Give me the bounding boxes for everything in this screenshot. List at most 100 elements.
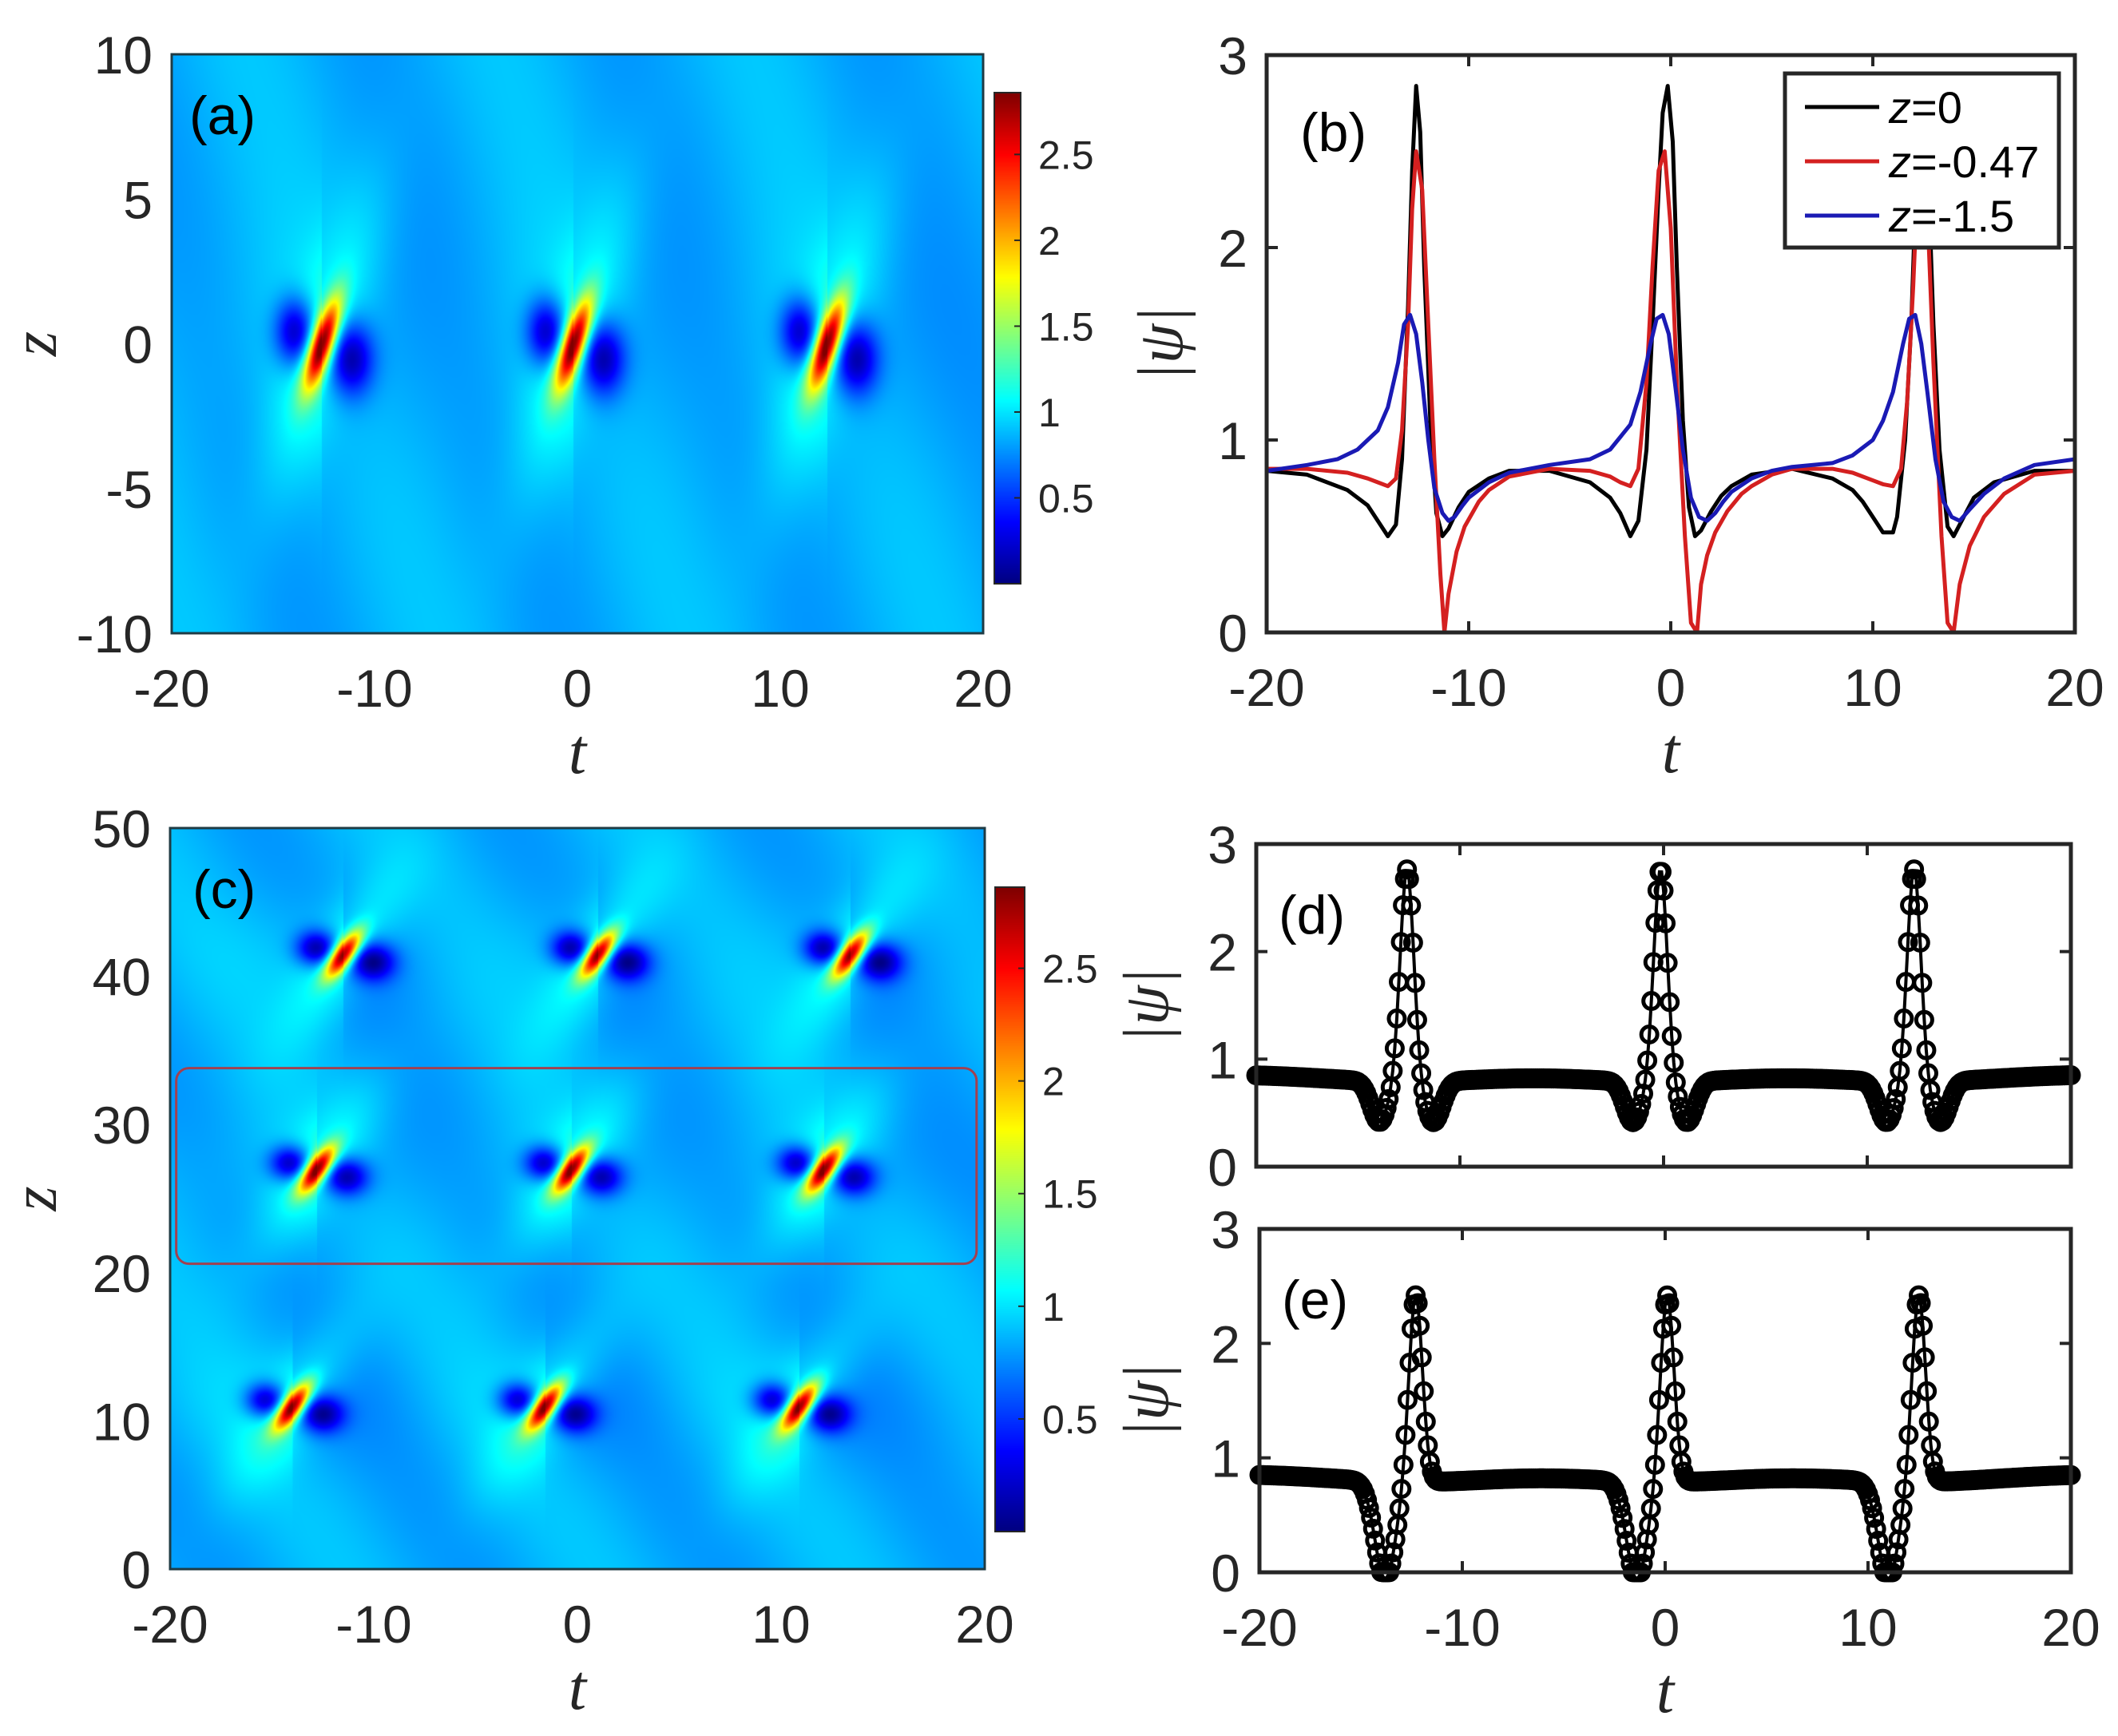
y-tick-label: 2 [1208,923,1237,982]
y-tick-label: 1 [1218,411,1247,470]
legend: z=0z=-0.47z=-1.5 [1783,71,2061,250]
x-tick-label: -10 [335,1595,411,1654]
data-point [1635,1542,1656,1563]
data-point [1890,1060,1910,1081]
data-point [1668,1086,1688,1107]
y-tick-label: -10 [77,604,153,664]
data-point [1660,992,1680,1013]
data-point [1376,1098,1397,1119]
x-tick-label: -10 [1430,658,1506,717]
data-point [1914,1009,1934,1030]
series-line-z-1-5 [1267,312,2075,523]
data-point [1886,1542,1907,1563]
x-tick-label: -20 [133,659,209,718]
x-tick-label: -20 [132,1595,208,1654]
data-point [1910,932,1930,953]
x-tick-label: 20 [955,1595,1013,1654]
data-point [1413,1080,1434,1100]
data-point [1900,895,1921,916]
x-tick-label: 10 [752,1595,810,1654]
y-tick-label: -5 [105,460,153,519]
x-axis-label: t [1656,1656,1676,1726]
x-tick-label: 0 [563,659,593,718]
data-point [1904,859,1925,880]
panel-d: 0 1 2 3 |ψ| (d) [1112,815,2081,1197]
colorbar-frame [994,886,1025,1532]
panel-c: -20 -10 0 10 20 0 10 20 30 40 50 t z (c) 0.5 1 1.5 2 2.5 [0,799,1098,1723]
data-point [1365,1530,1386,1551]
x-axis-label: t [569,717,588,787]
y-tick-label: 0 [1211,1544,1240,1603]
y-tick-label: 0 [123,315,153,375]
data-point [1402,932,1423,953]
data-point [1616,1531,1637,1552]
data-point [1647,1425,1668,1445]
data-point [1910,1293,1931,1314]
colorbar-tick-label: 2 [1042,1060,1065,1104]
data-point [1648,1389,1669,1410]
data-point [1397,859,1418,880]
x-tick-label: -20 [1228,658,1304,717]
data-point [1886,1088,1906,1109]
x-tick-label: 20 [954,659,1012,718]
data-point [1912,973,1933,993]
data-point [1391,1479,1412,1500]
y-tick-label: 40 [93,948,151,1007]
data-point [1920,1080,1941,1100]
data-point [1651,862,1672,882]
panel-label: (e) [1282,1270,1348,1330]
y-tick-label: 5 [123,170,153,229]
data-point [1667,1411,1688,1432]
data-point [1663,1347,1684,1368]
data-point [1410,1315,1430,1336]
y-tick-label: 0 [121,1540,151,1599]
data-point [1393,895,1414,916]
x-tick-label: 10 [1838,1598,1897,1657]
panel-b: -20 -10 0 10 20 0 1 2 3 t |ψ| (b) z=0z=-0.47z=-1.5 [1126,26,2104,787]
data-point [1378,1088,1399,1109]
x-tick-label: 20 [2045,658,2104,717]
y-axis-label: |ψ| [1112,1363,1182,1438]
data-point [1631,1093,1652,1114]
y-tick-label: 1 [1211,1429,1240,1488]
data-point [1411,1347,1432,1368]
x-tick-label: 0 [563,1595,593,1654]
colorbar-tick-label: 2.5 [1042,947,1098,992]
legend-label: z=-1.5 [1888,191,2014,241]
panel-label: (a) [189,85,256,146]
data-point [1896,1454,1917,1475]
data-point [1862,1498,1882,1519]
data-point [1665,1381,1686,1401]
data-point [1661,1315,1682,1336]
y-axis-label: z [0,331,70,357]
colorbar-tick-label: 2 [1038,219,1061,264]
y-tick-label: 0 [1218,604,1247,663]
data-point [1398,869,1419,890]
data-point [1414,1381,1434,1401]
data-point [1868,1531,1889,1552]
data-point [1384,1038,1405,1059]
colorbar-tick-label: 0.5 [1042,1397,1098,1442]
data-point [1637,1050,1658,1071]
data-point [1383,1542,1404,1563]
data-point [1917,1381,1938,1401]
data-point [1894,1009,1914,1029]
colorbar-tick-label: 1.5 [1038,304,1094,349]
y-tick-label: 10 [93,1392,151,1451]
data-point [1405,973,1426,993]
axes-frame [170,53,985,635]
data-point [1864,1508,1885,1528]
x-tick-label: 0 [1656,658,1686,717]
data-point [1361,1508,1382,1528]
y-axis-label: |ψ| [1126,307,1196,382]
colorbar-tick-label: 1 [1042,1285,1065,1330]
data-point [1900,1389,1921,1410]
data-point [1894,1479,1915,1500]
data-point [1892,1498,1913,1519]
highlight-box [175,1067,978,1266]
colorbar-c [995,887,1025,1532]
y-tick-label: 0 [1208,1138,1237,1197]
x-tick-label: 10 [1843,658,1902,717]
colorbar-frame [994,92,1021,585]
